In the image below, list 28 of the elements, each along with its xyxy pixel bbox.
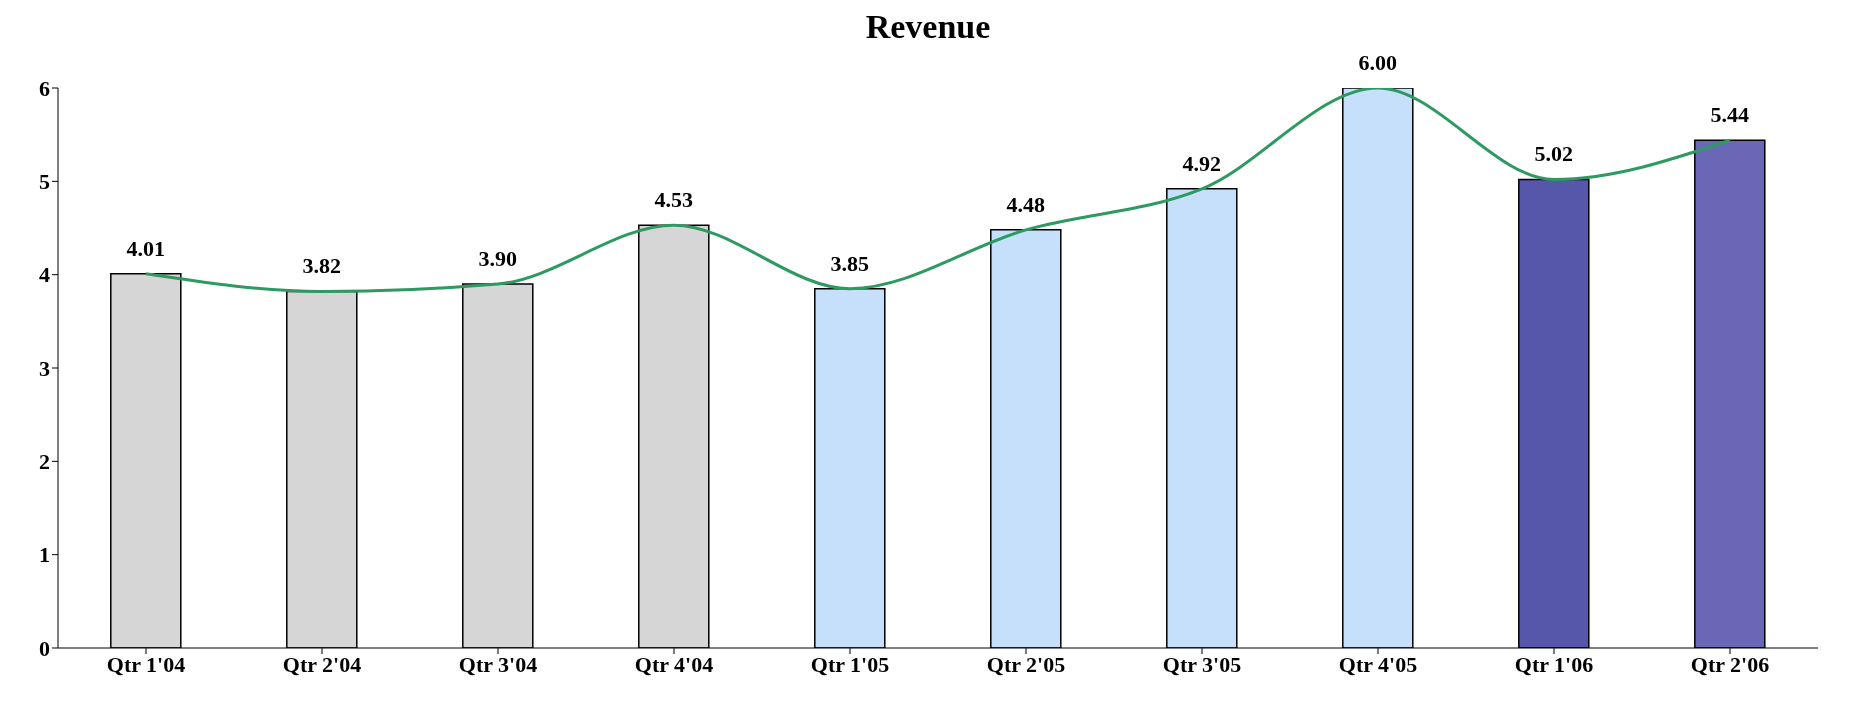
data-label: 5.02 (1534, 141, 1574, 167)
x-tick-label: Qtr 4'04 (634, 651, 714, 677)
x-tick-label: Qtr 3'04 (458, 651, 538, 677)
x-tick-label: Qtr 4'05 (1338, 651, 1418, 677)
data-label: 5.44 (1710, 102, 1750, 128)
y-tick-label: 2 (39, 449, 50, 475)
x-tick-label: Qtr 2'04 (282, 651, 362, 677)
data-label: 4.48 (1006, 191, 1046, 217)
data-label: 3.90 (478, 246, 518, 271)
y-tick-label: 4 (39, 262, 50, 288)
x-tick-label: Qtr 1'05 (810, 651, 890, 677)
data-label: 3.82 (302, 253, 342, 279)
x-tick-label: Qtr 2'06 (1690, 651, 1770, 677)
x-tick-label: Qtr 2'05 (986, 651, 1066, 677)
chart-title: Revenue (864, 8, 992, 47)
y-tick-label: 1 (39, 542, 50, 568)
y-tick-label: 0 (39, 635, 50, 661)
x-tick-label: Qtr 3'05 (1162, 651, 1242, 677)
data-label: 4.53 (654, 187, 694, 213)
y-tick-label: 5 (39, 169, 50, 195)
data-label: 4.92 (1182, 150, 1222, 176)
x-tick-label: Qtr 1'06 (1514, 651, 1594, 677)
data-label: 3.85 (830, 250, 870, 276)
data-label: 4.01 (126, 235, 166, 261)
y-tick-label: 6 (39, 75, 50, 101)
data-label: 6.00 (1358, 50, 1398, 75)
y-tick-label: 3 (39, 355, 50, 381)
x-tick-label: Qtr 1'04 (106, 651, 186, 677)
